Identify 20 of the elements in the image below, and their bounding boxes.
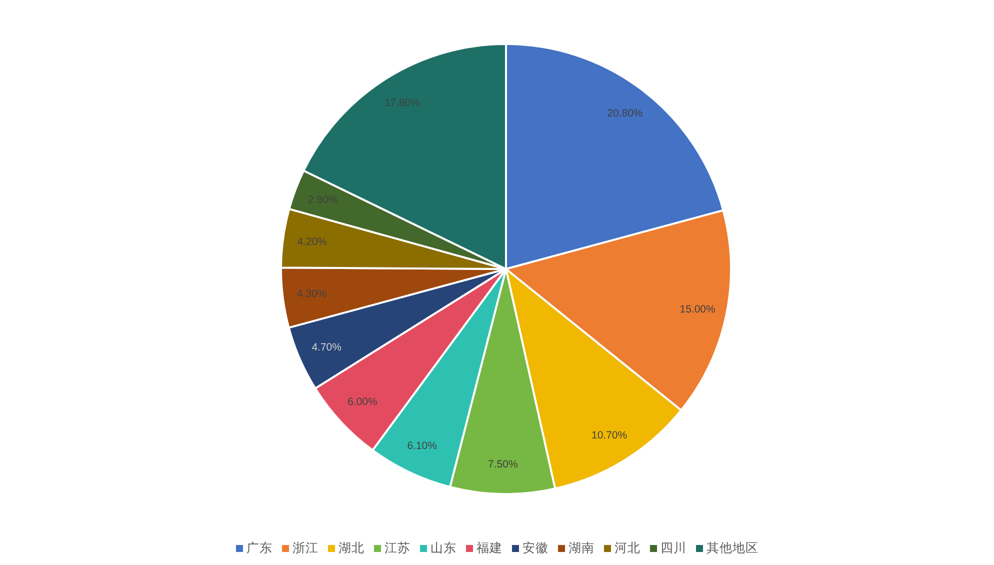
data-label: 4.30% xyxy=(296,288,327,300)
legend-label: 广东 xyxy=(246,540,272,557)
legend-label: 安徽 xyxy=(522,540,548,557)
legend-label: 四川 xyxy=(660,540,686,557)
legend-label: 其他地区 xyxy=(706,540,758,557)
legend-label: 湖南 xyxy=(568,540,594,557)
data-label: 7.50% xyxy=(488,458,518,471)
legend-label: 河北 xyxy=(614,540,640,557)
data-label: 15.00% xyxy=(680,303,716,316)
legend-label: 福建 xyxy=(476,540,502,557)
data-label: 20.80% xyxy=(607,108,643,120)
data-label: 10.70% xyxy=(592,429,628,442)
data-label: 6.00% xyxy=(348,396,378,408)
data-label: 4.70% xyxy=(312,341,342,354)
legend-label: 浙江 xyxy=(292,540,318,557)
data-label: 6.10% xyxy=(407,440,437,452)
data-label: 4.20% xyxy=(297,236,328,248)
legend-label: 山东 xyxy=(430,540,456,557)
legend-label: 湖北 xyxy=(338,540,364,557)
legend-label: 江苏 xyxy=(384,540,410,557)
